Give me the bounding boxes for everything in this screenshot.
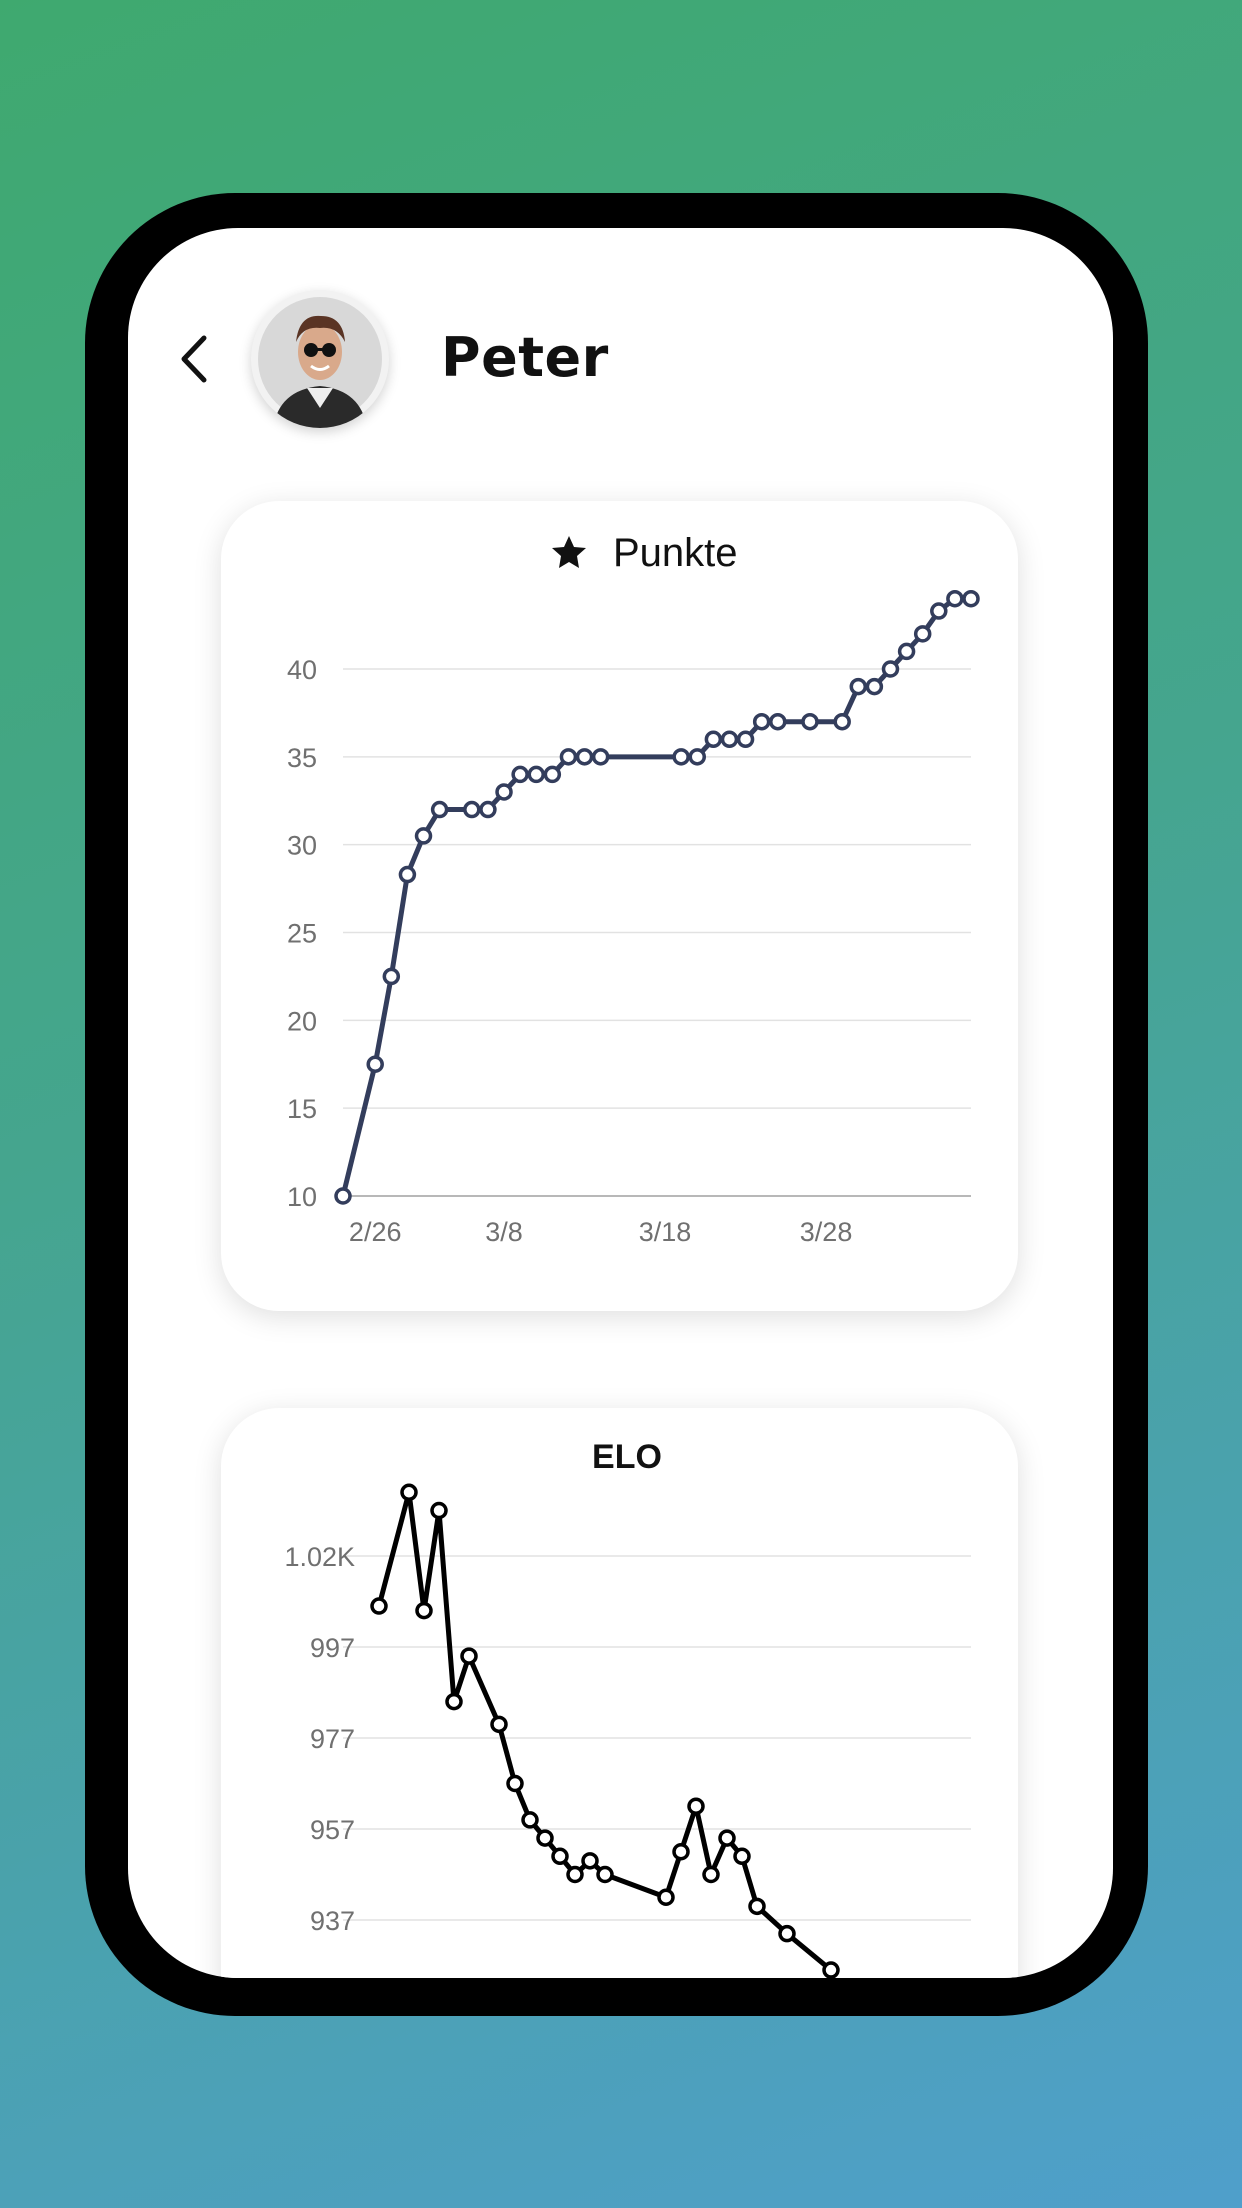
points-data-point (479, 800, 497, 819)
y-tick-label: 977 (310, 1724, 355, 1754)
y-tick-label: 30 (287, 831, 317, 861)
chevron-left-icon (181, 335, 207, 383)
points-data-point (962, 589, 980, 608)
points-data-point (575, 748, 594, 766)
y-tick-label: 15 (287, 1094, 317, 1124)
elo-data-point (702, 1865, 720, 1884)
points-data-point (752, 712, 771, 731)
points-data-point (672, 748, 690, 766)
elo-data-point (430, 1501, 448, 1520)
points-chart: Punkte 10 15 20 25 30 35 40 2/26 3/8 3/18 3/28 (287, 531, 980, 1247)
points-data-point (366, 1055, 384, 1073)
x-tick-label: 3/28 (800, 1217, 853, 1247)
points-data-point (913, 625, 932, 643)
elo-data-point (748, 1897, 766, 1916)
points-data-point (382, 967, 401, 986)
points-chart-card: Punkte 10 15 20 25 30 35 40 2/26 3/8 3/18 3/28 (221, 501, 1018, 1311)
app-screen: Peter Punkte 10 15 20 25 30 35 40 2/26 3/8 3/18 3/… (128, 228, 1113, 1978)
elo-data-point (521, 1811, 539, 1829)
points-data-point (463, 800, 481, 819)
elo-data-point (718, 1829, 736, 1847)
points-data-point (881, 660, 900, 678)
points-data-point (591, 748, 610, 766)
points-chart-title: Punkte (613, 531, 738, 575)
points-data-point (930, 602, 948, 620)
elo-chart: ELO 1.02K 997 977 957 937 (284, 1438, 971, 1978)
phone-frame: Peter Punkte 10 15 20 25 30 35 40 2/26 3/8 3/18 3/… (85, 193, 1148, 2016)
back-button[interactable] (168, 318, 228, 398)
points-data-point (334, 1187, 352, 1205)
points-data-point (897, 642, 916, 661)
elo-data-point (822, 1961, 840, 1978)
elo-data-point (778, 1924, 796, 1943)
points-data-point (688, 748, 707, 766)
elo-data-point (460, 1647, 478, 1665)
points-data-point (511, 765, 529, 784)
y-tick-label: 20 (287, 1006, 317, 1036)
points-data-point (736, 730, 755, 749)
y-tick-label: 997 (310, 1633, 355, 1663)
elo-data-point (687, 1797, 705, 1815)
y-tick-label: 10 (287, 1182, 317, 1212)
elo-data-point (596, 1865, 614, 1884)
avatar[interactable] (251, 290, 389, 428)
elo-data-point (672, 1843, 690, 1861)
elo-data-point (490, 1715, 508, 1734)
elo-data-point (536, 1829, 554, 1847)
points-data-point (543, 765, 562, 784)
points-data-point (849, 677, 868, 696)
elo-data-point (581, 1852, 599, 1870)
elo-data-point (370, 1597, 388, 1615)
elo-chart-title: ELO (592, 1438, 662, 1476)
points-data-point (704, 730, 723, 749)
user-avatar (258, 297, 382, 428)
x-tick-label: 2/26 (349, 1217, 402, 1247)
points-data-point (865, 677, 884, 696)
points-data-point (398, 865, 417, 884)
y-tick-label: 25 (287, 919, 317, 949)
x-tick-label: 3/8 (485, 1217, 523, 1247)
elo-data-point (566, 1865, 584, 1884)
points-data-point (946, 589, 964, 608)
elo-data-point (551, 1847, 569, 1866)
points-data-point (801, 712, 819, 731)
elo-series-line (376, 1489, 833, 1972)
elo-data-point (415, 1601, 433, 1620)
points-data-point (495, 783, 513, 801)
y-tick-label: 35 (287, 743, 317, 773)
elo-data-point (506, 1774, 524, 1793)
star-icon (552, 536, 586, 568)
profile-name: Peter (441, 326, 609, 389)
y-tick-label: 40 (287, 655, 317, 685)
elo-chart-card: ELO 1.02K 997 977 957 937 (221, 1408, 1018, 1978)
y-tick-label: 1.02K (284, 1542, 355, 1572)
points-data-point (769, 712, 787, 731)
points-data-point (559, 748, 578, 766)
elo-data-point (733, 1847, 751, 1866)
points-data-point (833, 712, 851, 731)
elo-data-point (445, 1692, 463, 1711)
points-data-point (720, 730, 739, 749)
x-tick-label: 3/18 (639, 1217, 692, 1247)
elo-data-point (400, 1483, 418, 1502)
y-tick-label: 937 (310, 1906, 355, 1936)
points-data-point (527, 765, 545, 784)
elo-data-point (657, 1888, 675, 1906)
y-tick-label: 957 (310, 1815, 355, 1845)
points-data-point (430, 800, 449, 819)
points-data-point (414, 827, 433, 845)
